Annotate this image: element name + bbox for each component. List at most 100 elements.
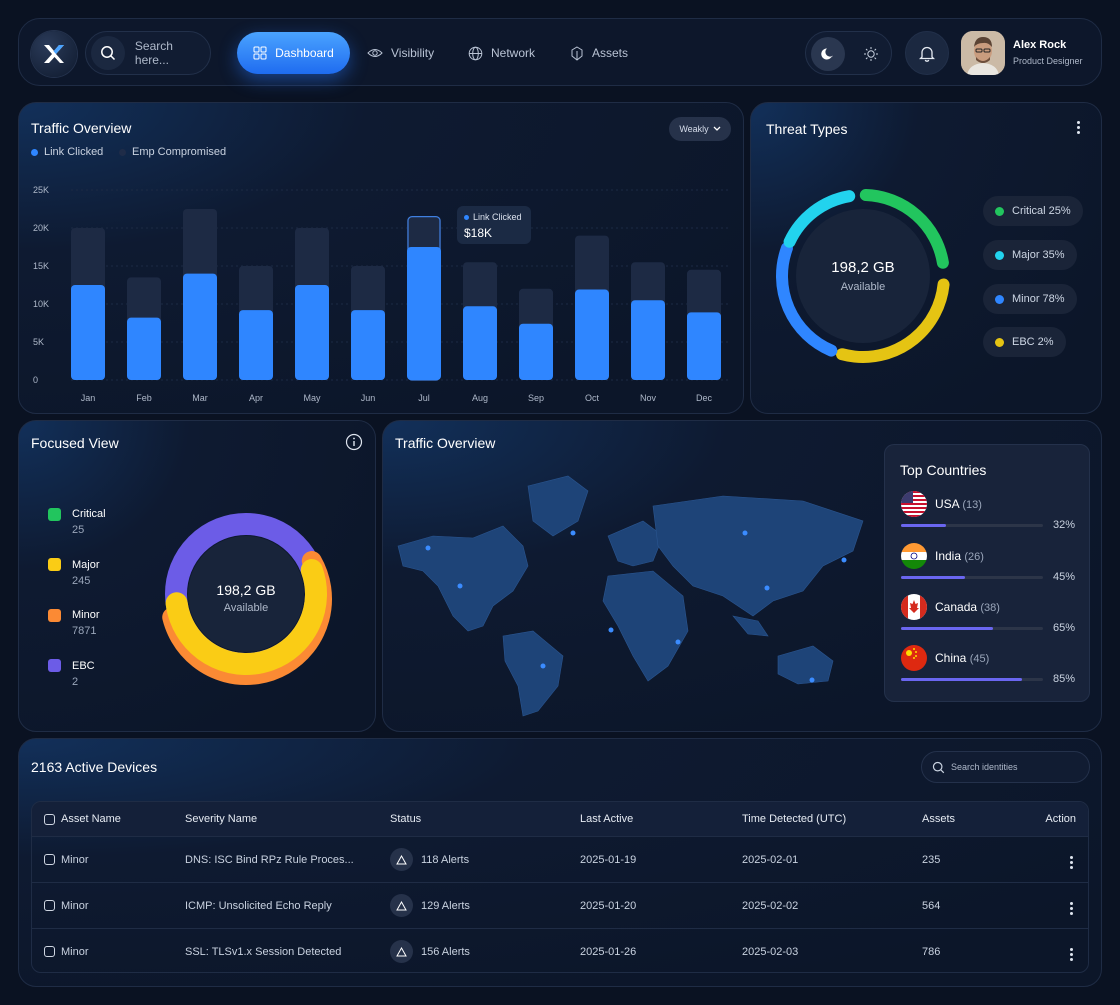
australia <box>777 645 834 685</box>
threat-item-ebc: EBC 2% <box>983 327 1066 357</box>
column-header: Time Detected (UTC) <box>742 813 847 825</box>
moon-icon[interactable] <box>811 37 845 71</box>
row-checkbox[interactable] <box>44 946 55 957</box>
top-countries-panel: Top Countries USA (13) 32% India (26) 45… <box>884 444 1090 702</box>
china-flag-icon <box>901 645 927 671</box>
x-tick-label: May <box>303 393 321 403</box>
legend-label: Emp Compromised <box>132 146 227 158</box>
column-header: Last Active <box>580 813 634 825</box>
bar-link-clicked[interactable] <box>687 312 721 380</box>
row-action-menu-icon[interactable] <box>1066 902 1076 915</box>
country-name: India (26) <box>935 549 984 563</box>
identities-search[interactable]: Search identities <box>921 751 1090 783</box>
table-row[interactable]: Minor ICMP: Unsolicited Echo Reply 129 A… <box>32 882 1088 928</box>
threat-donut <box>776 189 950 363</box>
app-logo[interactable] <box>31 31 77 77</box>
bar-link-clicked[interactable] <box>463 306 497 380</box>
focused-item-value: 2 <box>72 676 79 688</box>
row-action-menu-icon[interactable] <box>1066 856 1076 869</box>
table-row[interactable]: Minor DNS: ISC Bind RPz Rule Proces... 1… <box>32 836 1088 882</box>
bar-link-clicked[interactable] <box>239 310 273 380</box>
x-tick-label: Jul <box>418 393 430 403</box>
asia <box>652 495 864 617</box>
top-countries-title: Top Countries <box>900 462 987 478</box>
row-checkbox[interactable] <box>44 854 55 865</box>
threat-title: Threat Types <box>766 121 848 137</box>
focused-item-value: 7871 <box>72 625 97 637</box>
eye-icon <box>367 49 383 57</box>
y-tick-label: 10K <box>33 299 49 309</box>
focused-center-value: 198,2 GB <box>216 582 276 598</box>
tooltip-dot <box>464 214 469 220</box>
table-row[interactable]: Minor SSL: TLSv1.x Session Detected 156 … <box>32 928 1088 972</box>
row-checkbox[interactable] <box>44 900 55 911</box>
period-label: Weakly <box>679 124 709 134</box>
focused-item-minor: Minor 7871 <box>72 609 100 637</box>
user-name: Alex Rock <box>1013 39 1067 51</box>
bar-link-clicked[interactable] <box>519 323 553 380</box>
bar-link-clicked[interactable] <box>295 285 329 380</box>
more-options-icon[interactable] <box>1073 121 1083 134</box>
country-row-china: China (45) 85% <box>901 645 1075 690</box>
focused-item-label: Critical <box>72 508 106 520</box>
country-percent: 45% <box>1052 571 1075 583</box>
bar-link-clicked[interactable] <box>351 310 385 380</box>
last-active: 2025-01-19 <box>580 853 637 866</box>
status-dot <box>995 337 1004 347</box>
y-tick-label: 20K <box>33 223 49 233</box>
status-dot <box>995 294 1004 304</box>
assets-count: 235 <box>922 853 941 866</box>
sun-icon[interactable] <box>854 37 888 71</box>
country-row-canada: Canada (38) 65% <box>901 594 1075 639</box>
search-box[interactable]: Search here... <box>85 31 211 75</box>
threat-center-value: 198,2 GB <box>831 259 895 276</box>
bar-link-clicked[interactable] <box>183 273 217 380</box>
nav-visibility[interactable]: Visibility <box>367 32 434 74</box>
x-logo-icon <box>44 45 64 63</box>
threat-item-label: EBC 2% <box>1012 336 1054 348</box>
country-percent: 85% <box>1052 673 1075 685</box>
bar-link-clicked[interactable] <box>575 289 609 380</box>
traffic-title: Traffic Overview <box>31 120 132 136</box>
last-active: 2025-01-26 <box>580 945 637 958</box>
select-all-checkbox[interactable] <box>44 813 55 825</box>
tooltip-label: Link Clicked <box>473 212 522 222</box>
nav-dashboard-label: Dashboard <box>275 46 334 60</box>
info-icon[interactable] <box>345 433 363 451</box>
severity-name: ICMP: Unsolicited Echo Reply <box>185 899 332 912</box>
nav-network[interactable]: Network <box>468 32 535 74</box>
bar-link-clicked[interactable] <box>631 300 665 380</box>
south-america <box>502 630 564 717</box>
threat-item-label: Major 35% <box>1012 249 1065 261</box>
theme-toggle[interactable] <box>805 31 892 75</box>
chevron-down-icon <box>713 126 721 131</box>
legend-swatch-minor <box>48 609 61 622</box>
legend-label: Link Clicked <box>44 146 104 158</box>
row-action-menu-icon[interactable] <box>1066 948 1076 961</box>
nav-assets[interactable]: Assets <box>570 32 628 74</box>
nav-network-label: Network <box>491 46 536 60</box>
tooltip-value: $18K <box>464 226 493 240</box>
assets-count: 564 <box>922 899 941 912</box>
bar-link-clicked[interactable] <box>127 317 161 380</box>
bar-link-clicked[interactable] <box>407 247 441 380</box>
status-text: 156 Alerts <box>421 945 470 958</box>
y-tick-label: 5K <box>33 337 44 347</box>
notifications-bell-icon[interactable] <box>905 31 949 75</box>
column-header: Status <box>390 813 422 825</box>
globe-icon <box>468 46 483 60</box>
usa-flag-icon <box>901 491 927 517</box>
user-avatar[interactable] <box>961 31 1005 75</box>
column-header: Action <box>1045 813 1076 825</box>
column-header: Severity Name <box>185 813 258 825</box>
bar-link-clicked[interactable] <box>71 285 105 380</box>
user-role: Product Designer <box>1013 56 1083 66</box>
india-flag-icon <box>901 543 927 569</box>
country-name: Canada (38) <box>935 600 1000 614</box>
period-dropdown[interactable]: Weakly <box>669 117 731 141</box>
grid-icon <box>253 46 267 60</box>
nav-dashboard[interactable]: Dashboard <box>237 32 350 74</box>
legend-dot <box>119 148 126 156</box>
threat-donut-center <box>796 209 930 343</box>
europe <box>607 520 664 567</box>
